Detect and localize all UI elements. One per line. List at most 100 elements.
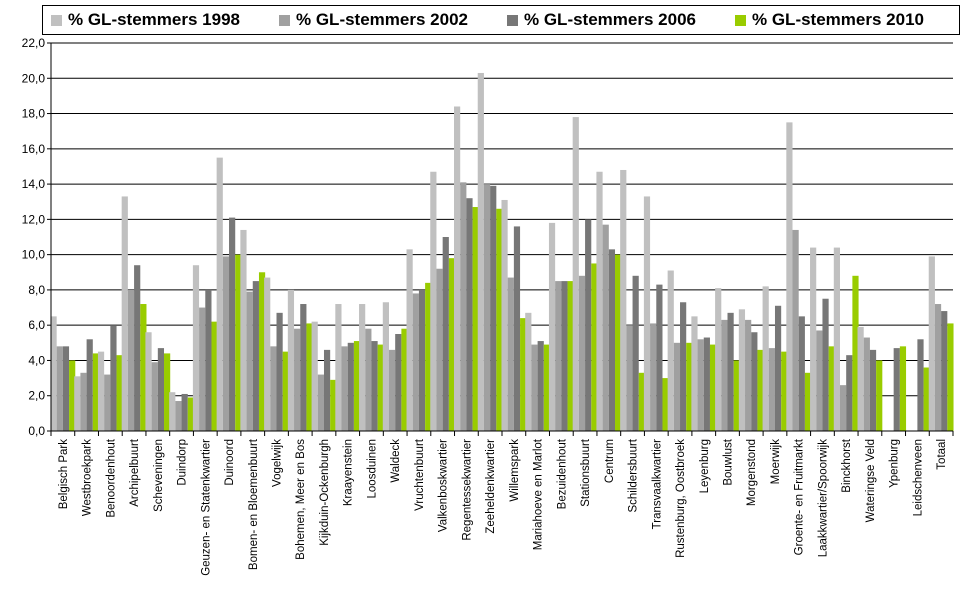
bar xyxy=(691,316,698,431)
y-tick-label: 20,0 xyxy=(22,71,46,85)
bar xyxy=(941,311,948,431)
bar xyxy=(757,349,764,431)
bar xyxy=(483,184,491,431)
bar xyxy=(620,169,627,431)
y-tick-label: 10,0 xyxy=(22,248,46,262)
bar xyxy=(477,72,484,432)
legend-swatch-2002 xyxy=(279,15,290,26)
bar xyxy=(453,106,461,431)
bar xyxy=(401,328,408,431)
x-tick-label: Duinoord xyxy=(224,439,236,486)
bar xyxy=(798,316,805,431)
bar xyxy=(673,342,681,431)
legend-label-1998: % GL-stemmers 1998 xyxy=(68,10,240,29)
bar xyxy=(852,275,859,431)
bar xyxy=(62,346,70,431)
bar xyxy=(857,326,864,431)
x-tick-label: Centrum xyxy=(604,439,616,483)
x-tick-label: Wateringse Veld xyxy=(865,439,877,522)
y-tick-label: 8,0 xyxy=(28,283,45,297)
y-tick-label: 14,0 xyxy=(22,177,46,191)
legend-swatch-2010 xyxy=(735,15,746,26)
x-tick-label: Laakkwartier/Spoorwijk xyxy=(817,439,829,557)
x-tick-label: Morgenstond xyxy=(746,439,758,506)
bar xyxy=(205,289,212,431)
bar xyxy=(804,372,812,431)
bar xyxy=(572,117,579,431)
x-tick-label: Totaal xyxy=(936,439,948,470)
bar xyxy=(934,304,942,431)
bar xyxy=(839,385,847,431)
bar xyxy=(555,281,562,431)
bar xyxy=(359,304,366,431)
bar xyxy=(786,122,793,431)
x-tick-label: Scheveningen xyxy=(153,439,165,512)
bar xyxy=(448,258,456,431)
bar xyxy=(382,302,389,431)
bar xyxy=(703,337,710,431)
bar xyxy=(828,346,835,431)
x-tick-label: Moerwijk xyxy=(770,439,782,485)
bar xyxy=(531,344,538,431)
x-tick-label: Binckhorst xyxy=(841,438,853,492)
bar xyxy=(774,305,782,431)
bar xyxy=(466,198,473,431)
x-tick-label: Vogelwijk xyxy=(272,439,284,487)
bar xyxy=(442,237,449,431)
bar xyxy=(140,304,147,431)
bar xyxy=(816,330,823,431)
bar xyxy=(388,349,396,431)
x-tick-label: Stationsbuurt xyxy=(580,438,592,507)
bar xyxy=(175,401,182,431)
bar xyxy=(596,171,603,431)
bar xyxy=(680,302,687,431)
bar xyxy=(923,367,930,431)
x-tick-label: Archipelbuurt xyxy=(129,438,141,507)
bar xyxy=(537,341,544,431)
bar xyxy=(287,289,295,431)
bar xyxy=(406,249,413,431)
bar xyxy=(306,323,313,431)
bar xyxy=(222,256,230,431)
bar xyxy=(412,293,419,431)
bar xyxy=(460,182,467,431)
bar xyxy=(947,323,954,431)
bar xyxy=(311,321,318,431)
bar xyxy=(69,360,76,431)
bar xyxy=(104,374,111,431)
bar xyxy=(192,265,200,431)
bar xyxy=(92,353,100,431)
bar xyxy=(323,349,331,431)
bar xyxy=(86,339,93,431)
x-tick-label: Benoordenhout xyxy=(105,438,117,517)
bar xyxy=(768,348,775,431)
x-tick-label: Bezuidenhout xyxy=(556,438,568,509)
x-tick-label: Loosduinen xyxy=(366,439,378,498)
bar xyxy=(501,199,508,431)
bar xyxy=(211,321,218,431)
bar xyxy=(347,342,354,431)
bar xyxy=(667,270,674,431)
x-tick-label: Rustenburg, Oostbroek xyxy=(675,439,687,558)
y-tick-label: 2,0 xyxy=(28,389,45,403)
x-tick-label: Bouwlust xyxy=(723,438,735,485)
bar xyxy=(365,328,372,431)
x-tick-label: Willemspark xyxy=(509,439,521,502)
bar xyxy=(74,376,81,431)
y-tick-label: 6,0 xyxy=(28,318,45,332)
bar xyxy=(721,319,728,431)
bar xyxy=(638,372,645,431)
x-tick-label: Zeeheldenkwartier xyxy=(485,439,497,534)
x-tick-label: Ypenburg xyxy=(889,439,901,488)
bar xyxy=(745,319,752,431)
bar xyxy=(567,281,574,431)
bar xyxy=(276,312,283,431)
y-tick-label: 16,0 xyxy=(22,142,46,156)
bar xyxy=(229,217,236,431)
bar xyxy=(928,256,935,431)
bar xyxy=(430,171,437,431)
x-tick-label: Vruchtenbuurt xyxy=(414,438,426,511)
bar xyxy=(246,291,253,431)
bar xyxy=(709,344,717,431)
